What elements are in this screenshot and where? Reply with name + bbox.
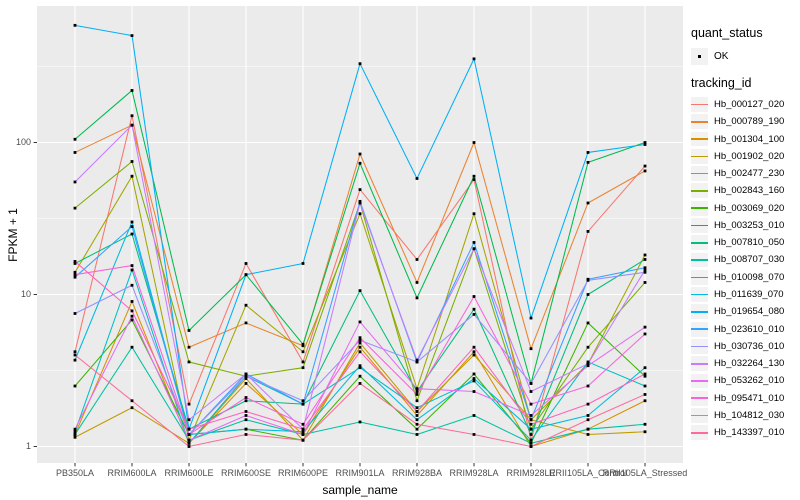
series-color-key-icon [691, 390, 708, 406]
x-tick-label: RRIM600SE [220, 468, 272, 478]
legend-entry-Hb_053262_010: Hb_053262_010 [691, 373, 799, 389]
legend-entry-label: Hb_008707_030 [714, 254, 785, 266]
legend-entry-label: Hb_019654_080 [714, 306, 785, 318]
legend-entry-Hb_030736_010: Hb_030736_010 [691, 338, 799, 354]
legend-entry-Hb_143397_010: Hb_143397_010 [691, 425, 799, 441]
legend-entry-label: Hb_032264_130 [714, 358, 785, 370]
series-color-key-icon [691, 217, 708, 233]
legend-entry-Hb_000789_190: Hb_000789_190 [691, 114, 799, 130]
legend-title-quant-status: quant_status [691, 26, 763, 40]
series-color-key-icon [691, 252, 708, 268]
legend-entry-label: Hb_143397_010 [714, 427, 785, 439]
legend-entry-label: Hb_002843_160 [714, 185, 785, 197]
series-color-key-icon [691, 166, 708, 182]
legend-entry-Hb_001304_100: Hb_001304_100 [691, 131, 799, 147]
series-color-key-icon [691, 425, 708, 441]
gridlines [37, 6, 683, 463]
legend-entry-label: Hb_053262_010 [714, 375, 785, 387]
x-tick-label: PB350LA [55, 468, 95, 478]
legend-title-tracking-id: tracking_id [691, 76, 752, 90]
legend-entry-label: Hb_002477_230 [714, 168, 785, 180]
legend-entry-label: Hb_003069_020 [714, 202, 785, 214]
legend-entry-label: Hb_000127_020 [714, 98, 785, 110]
legend-entry-ok: OK [691, 47, 799, 65]
legend-entry-label: Hb_010098_070 [714, 271, 785, 283]
data-points [73, 23, 647, 448]
legend-entry-Hb_002843_160: Hb_002843_160 [691, 183, 799, 199]
legend-entry-Hb_023610_010: Hb_023610_010 [691, 321, 799, 337]
series-color-key-icon [691, 373, 708, 389]
series-color-key-icon [691, 114, 708, 130]
tracking-id-legend-entries: Hb_000127_020 Hb_000789_190 Hb_001304_100 H… [691, 97, 799, 443]
axis-ticks [33, 142, 646, 467]
legend-entry-label: Hb_023610_010 [714, 323, 785, 335]
legend-entry-Hb_011639_070: Hb_011639_070 [691, 287, 799, 302]
y-tick-label: 10 [20, 289, 31, 299]
legend-entry-Hb_003253_010: Hb_003253_010 [691, 217, 799, 233]
legend-entry-label: Hb_001304_100 [714, 133, 785, 145]
x-tick-label: RRIM928LA [449, 468, 499, 478]
series-color-key-icon [691, 148, 708, 164]
legend-entry-Hb_000127_020: Hb_000127_020 [691, 97, 799, 112]
x-tick-label: RRIM600LE [164, 468, 214, 478]
legend-entry-Hb_032264_130: Hb_032264_130 [691, 356, 799, 372]
legend-entry-Hb_019654_080: Hb_019654_080 [691, 304, 799, 320]
point-key-icon [691, 47, 708, 65]
legend-entry-label: Hb_030736_010 [714, 340, 785, 352]
series-color-key-icon [691, 338, 708, 354]
series-color-key-icon [691, 183, 708, 199]
series-color-key-icon [691, 131, 708, 147]
series-color-key-icon [691, 356, 708, 372]
x-tick-label: RRIM928BA [391, 468, 443, 478]
legend-entry-label: Hb_001902_020 [714, 150, 785, 162]
y-tick-label: 1 [25, 441, 31, 451]
x-tick-label: RRIM928LE [506, 468, 556, 478]
legend-entry-Hb_002477_230: Hb_002477_230 [691, 166, 799, 182]
series-color-key-icon [691, 200, 708, 216]
y-axis-title: FPKM + 1 [6, 208, 20, 262]
legend-entry-label: OK [714, 50, 729, 62]
series-color-key-icon [691, 287, 708, 302]
legend: quant_status OK tracking_id Hb_000127_02… [691, 26, 799, 443]
legend-entry-Hb_008707_030: Hb_008707_030 [691, 252, 799, 268]
legend-entry-label: Hb_095471_010 [714, 392, 785, 404]
series-color-key-icon [691, 304, 708, 320]
x-axis-title: sample_name [322, 483, 398, 497]
legend-entry-label: Hb_104812_030 [714, 410, 785, 421]
legend-entry-label: Hb_003253_010 [714, 219, 785, 231]
x-tick-label: RRII105LA_Control [548, 468, 628, 478]
legend-entry-label: Hb_011639_070 [714, 289, 784, 301]
series-color-key-icon [691, 408, 708, 423]
x-tick-label: RRIM901LA [335, 468, 385, 478]
x-tick-label: RRIM600LA [107, 468, 157, 478]
y-tick-label: 100 [15, 137, 31, 147]
x-tick-label: RRII105LA_Stressed [602, 468, 688, 478]
legend-entry-label: Hb_007810_050 [714, 237, 785, 249]
x-tick-label: RRIM600PE [277, 468, 329, 478]
legend-entry-label: Hb_000789_190 [714, 116, 785, 128]
series-color-key-icon [691, 235, 708, 251]
legend-entry-Hb_010098_070: Hb_010098_070 [691, 269, 799, 285]
legend-entry-Hb_001902_020: Hb_001902_020 [691, 148, 799, 164]
legend-entry-Hb_007810_050: Hb_007810_050 [691, 235, 799, 251]
series-color-key-icon [691, 97, 708, 112]
series-color-key-icon [691, 269, 708, 285]
series-color-key-icon [691, 321, 708, 337]
legend-entry-Hb_003069_020: Hb_003069_020 [691, 200, 799, 216]
legend-entry-Hb_095471_010: Hb_095471_010 [691, 390, 799, 406]
legend-entry-Hb_104812_030: Hb_104812_030 [691, 408, 799, 423]
